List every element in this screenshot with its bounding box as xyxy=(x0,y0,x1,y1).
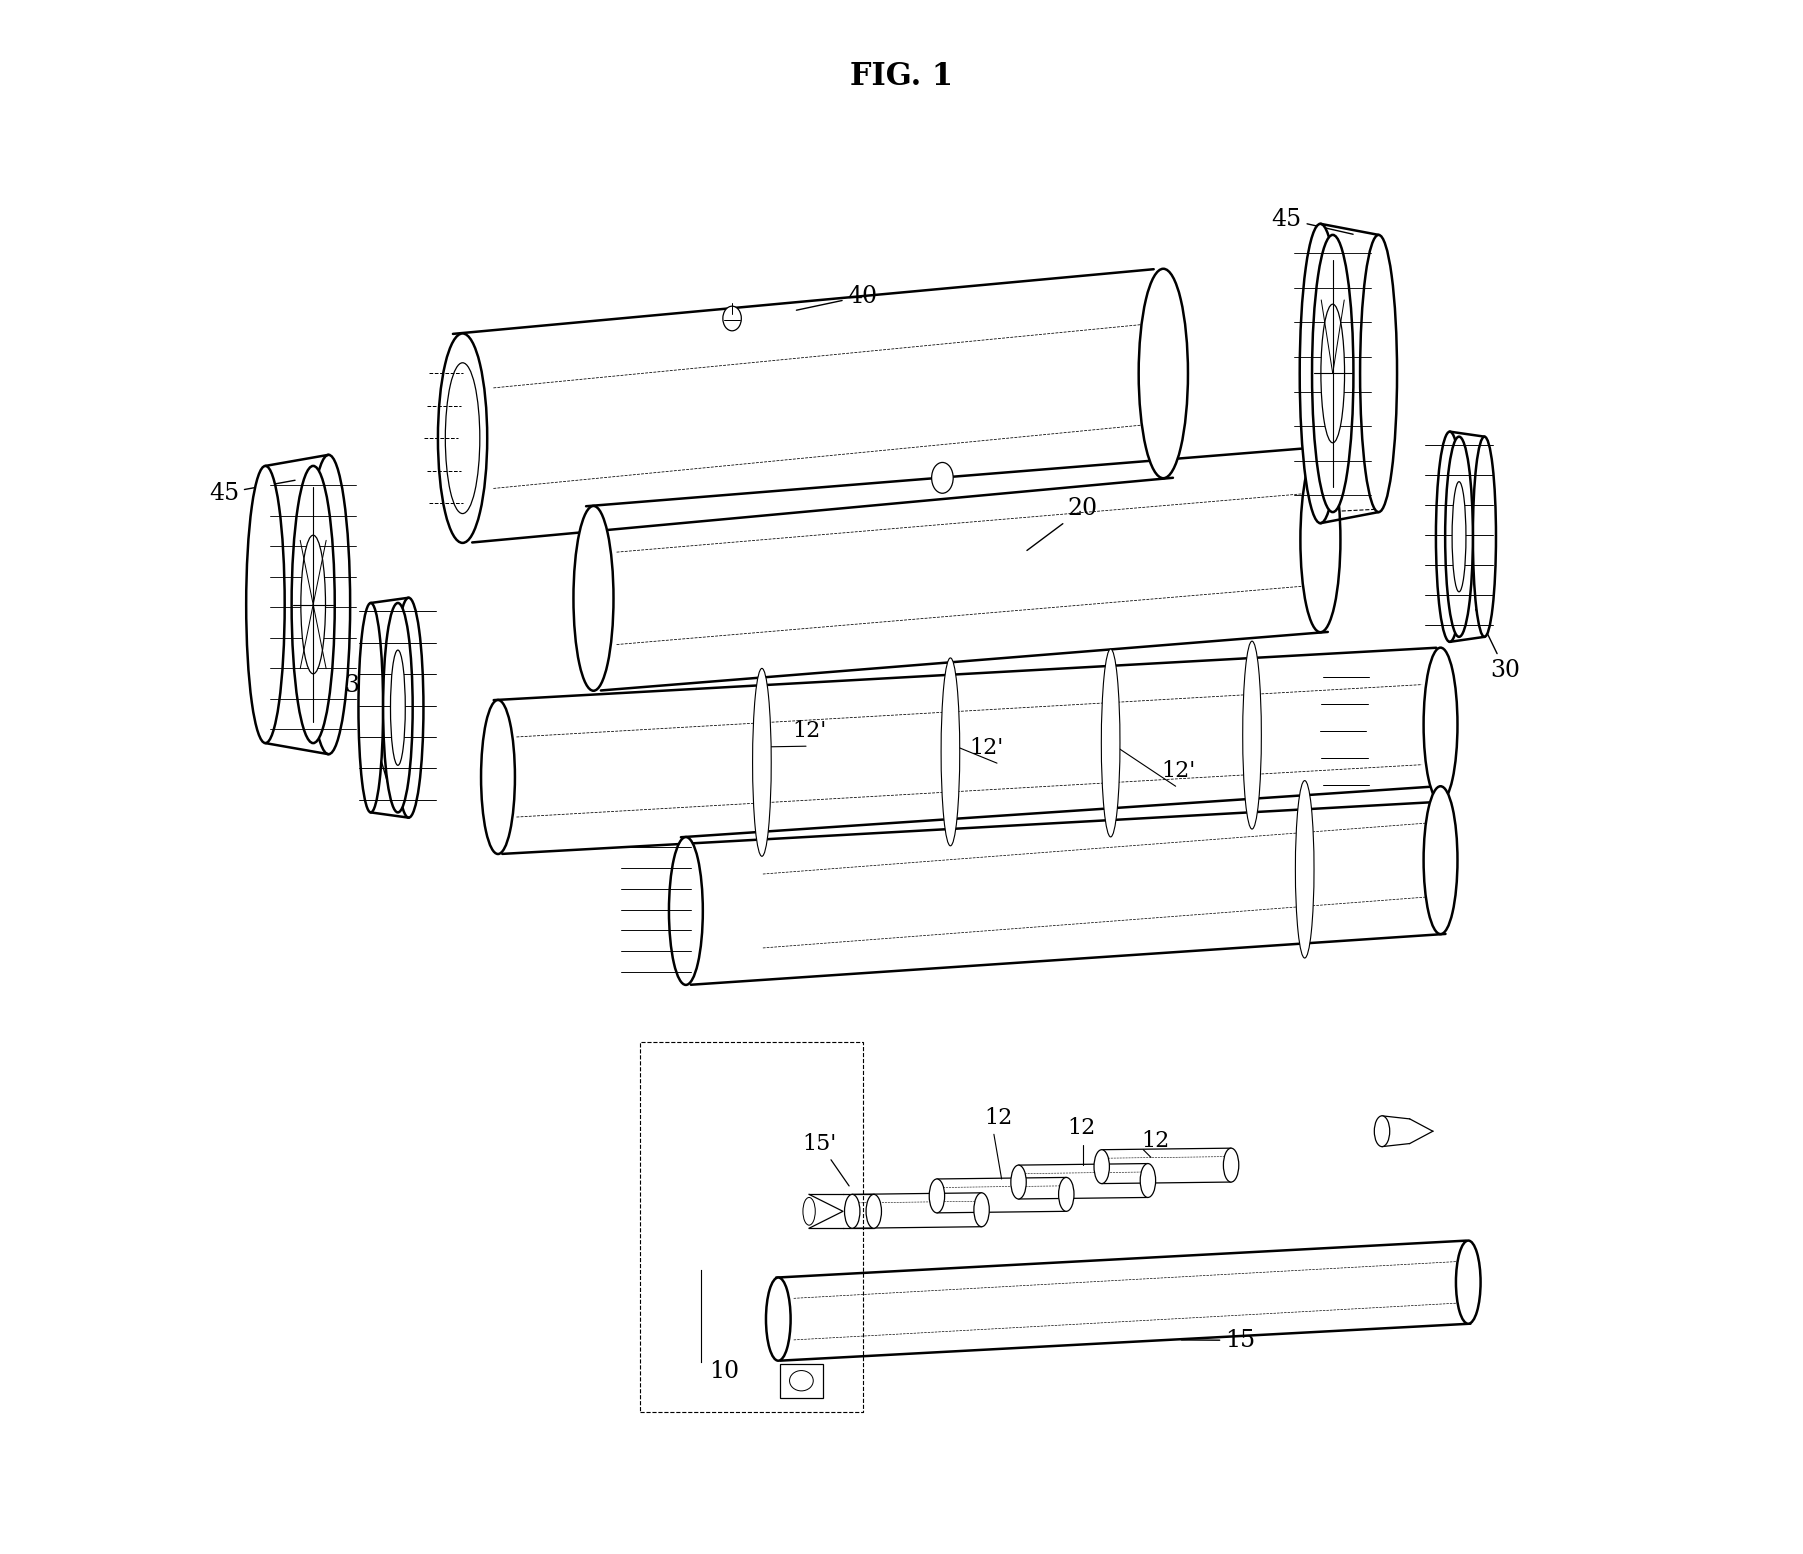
Ellipse shape xyxy=(1242,642,1262,828)
Ellipse shape xyxy=(752,668,772,856)
Text: 15: 15 xyxy=(1181,1329,1255,1352)
Text: 30: 30 xyxy=(344,674,389,789)
Ellipse shape xyxy=(1313,235,1354,513)
Ellipse shape xyxy=(307,455,350,754)
Ellipse shape xyxy=(766,1277,790,1361)
Ellipse shape xyxy=(929,1179,945,1212)
Ellipse shape xyxy=(438,334,487,542)
Ellipse shape xyxy=(1102,650,1120,838)
Text: 30: 30 xyxy=(1475,609,1520,682)
Text: 12': 12' xyxy=(1161,760,1195,782)
Ellipse shape xyxy=(1295,780,1314,957)
Ellipse shape xyxy=(1451,482,1466,592)
Ellipse shape xyxy=(1011,1166,1026,1200)
Ellipse shape xyxy=(1139,1164,1156,1198)
Text: 20: 20 xyxy=(1028,497,1098,550)
Ellipse shape xyxy=(393,598,424,817)
Text: 12: 12 xyxy=(1067,1117,1096,1139)
Text: 12': 12' xyxy=(968,737,1004,758)
Text: 45: 45 xyxy=(1271,208,1352,235)
Text: 12: 12 xyxy=(1141,1130,1170,1152)
Ellipse shape xyxy=(1224,1148,1239,1183)
Ellipse shape xyxy=(1300,448,1340,632)
Ellipse shape xyxy=(974,1193,990,1226)
Text: 10: 10 xyxy=(709,1360,739,1383)
Text: FIG. 1: FIG. 1 xyxy=(849,61,954,92)
Ellipse shape xyxy=(865,1195,882,1228)
Ellipse shape xyxy=(1457,1240,1480,1324)
Ellipse shape xyxy=(723,306,741,331)
Ellipse shape xyxy=(1300,224,1341,524)
Ellipse shape xyxy=(1435,432,1464,642)
Ellipse shape xyxy=(247,466,285,743)
Ellipse shape xyxy=(1374,1116,1390,1147)
Ellipse shape xyxy=(359,603,382,813)
Ellipse shape xyxy=(445,362,480,513)
Text: 40: 40 xyxy=(797,284,878,311)
Ellipse shape xyxy=(941,657,959,845)
Ellipse shape xyxy=(1094,1150,1109,1184)
Ellipse shape xyxy=(1473,437,1496,637)
Ellipse shape xyxy=(1359,235,1397,513)
FancyBboxPatch shape xyxy=(781,1364,822,1397)
Text: 15': 15' xyxy=(802,1133,849,1186)
Ellipse shape xyxy=(573,507,613,692)
Ellipse shape xyxy=(382,603,413,813)
Ellipse shape xyxy=(1322,305,1345,443)
Text: 45: 45 xyxy=(209,480,296,505)
Ellipse shape xyxy=(292,466,335,743)
Ellipse shape xyxy=(1058,1178,1075,1211)
Ellipse shape xyxy=(1139,269,1188,479)
Ellipse shape xyxy=(1424,648,1457,802)
Ellipse shape xyxy=(844,1195,860,1228)
Ellipse shape xyxy=(301,535,326,674)
Ellipse shape xyxy=(1424,786,1457,934)
Ellipse shape xyxy=(669,838,703,985)
Text: 12': 12' xyxy=(792,720,826,741)
Text: 12: 12 xyxy=(984,1106,1013,1128)
Ellipse shape xyxy=(481,699,516,855)
Ellipse shape xyxy=(1446,437,1473,637)
Ellipse shape xyxy=(391,650,406,765)
Ellipse shape xyxy=(932,463,954,493)
